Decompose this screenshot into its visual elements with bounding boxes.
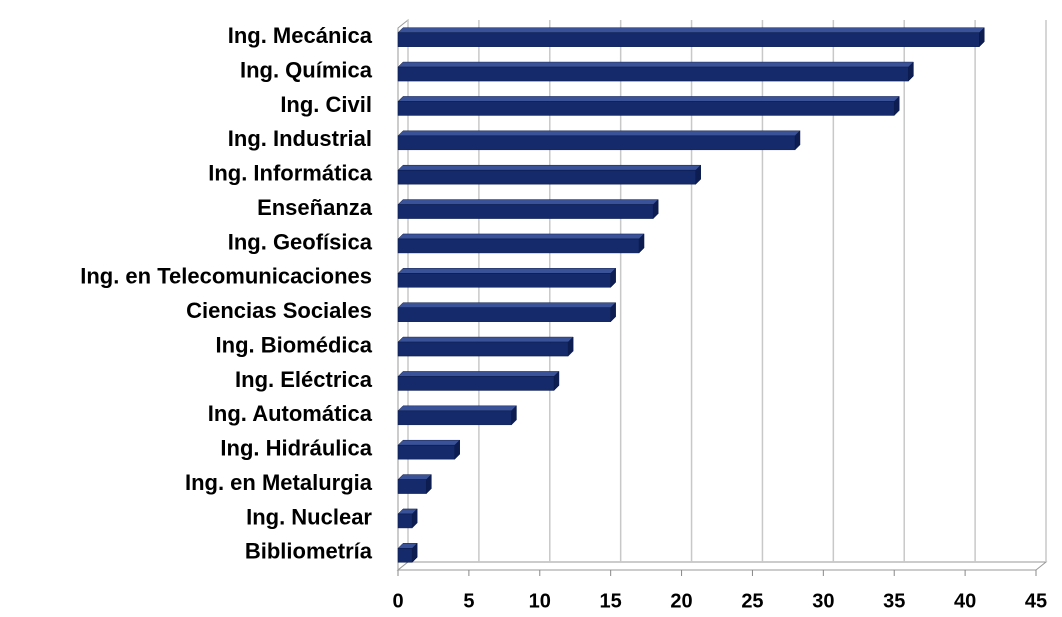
bar: [397, 548, 413, 563]
y-tick-label: Ing. Mecánica: [228, 23, 373, 48]
bar-top: [397, 474, 432, 480]
bar-top: [397, 302, 617, 308]
floor: [396, 561, 1048, 571]
bar-top: [397, 130, 801, 137]
bar: [397, 444, 455, 460]
bar: [397, 307, 611, 322]
bar-top: [397, 27, 985, 33]
x-tick-label: 30: [812, 590, 834, 612]
y-tick-label: Ing. Química: [240, 57, 373, 82]
y-tick-label: Enseñanza: [257, 195, 373, 220]
bar-top: [397, 233, 645, 240]
x-tick-label: 45: [1025, 590, 1047, 612]
bar: [397, 341, 569, 357]
bar: [397, 204, 654, 219]
bar: [397, 238, 640, 254]
y-tick-label: Ing. Automática: [208, 401, 373, 426]
y-tick-label: Ing. en Telecomunicaciones: [80, 264, 372, 289]
y-tick-label: Ing. Informática: [208, 161, 373, 186]
y-tick-label: Ciencias Sociales: [186, 298, 372, 323]
y-tick-label: Ing. Hidráulica: [220, 436, 372, 461]
y-tick-label: Ing. Eléctrica: [235, 367, 373, 392]
bar: [397, 101, 895, 116]
bar: [397, 66, 909, 82]
bar-top: [397, 96, 900, 102]
x-tick-label: 0: [392, 590, 403, 612]
y-tick-label: Ing. Industrial: [228, 126, 372, 151]
bar-top: [397, 439, 461, 446]
bar: [397, 376, 555, 391]
y-tick-label: Ing. Nuclear: [246, 504, 372, 529]
bar: [397, 32, 980, 47]
bar-top: [397, 61, 915, 68]
y-tick-label: Ing. en Metalurgia: [185, 470, 373, 495]
x-tick-label: 15: [600, 590, 622, 612]
bar: [397, 135, 796, 151]
x-tick-label: 5: [463, 590, 474, 612]
x-tick-label: 35: [883, 590, 905, 612]
bar: [397, 513, 413, 529]
y-tick-label: Ing. Geofísica: [228, 229, 373, 254]
bar: [397, 479, 427, 494]
bar: [397, 169, 696, 185]
bar-top: [397, 405, 518, 412]
x-tick-label: 40: [954, 590, 976, 612]
bar-top: [397, 199, 659, 205]
bar-top: [397, 336, 574, 343]
x-tick-label: 10: [529, 590, 551, 612]
bar-top: [397, 164, 702, 171]
bar: [397, 410, 512, 426]
y-tick-label: Bibliometría: [245, 539, 373, 564]
y-tick-label: Ing. Biomédica: [216, 332, 373, 357]
y-tick-label: Ing. Civil: [280, 92, 372, 117]
bar-top: [397, 371, 560, 377]
bar: [397, 273, 611, 288]
x-tick-label: 20: [670, 590, 692, 612]
x-tick-label: 25: [741, 590, 763, 612]
bar-top: [397, 268, 617, 274]
